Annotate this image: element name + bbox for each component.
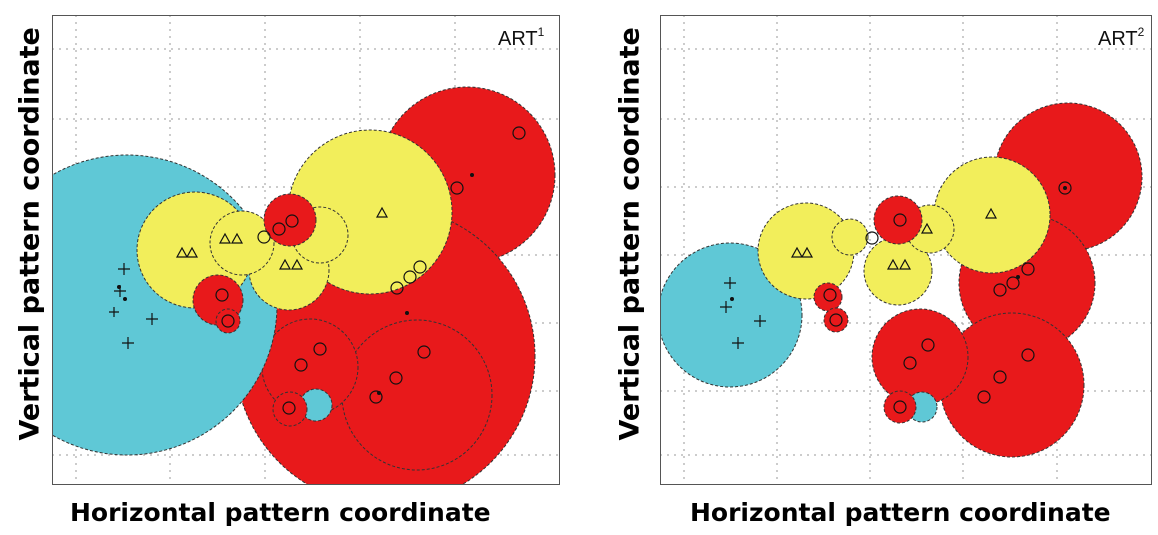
plot-frame bbox=[52, 15, 560, 485]
cluster-red bbox=[813, 282, 843, 312]
panel-tag: ART2 bbox=[1098, 25, 1145, 50]
panel-art1: Vertical pattern coordinate bbox=[14, 15, 560, 527]
cluster-red bbox=[215, 308, 241, 334]
y-axis-label: Vertical pattern coordinate bbox=[614, 27, 646, 441]
panel-art2: Vertical pattern coordinate bbox=[600, 0, 1158, 535]
cluster-red bbox=[341, 319, 493, 471]
cluster-red bbox=[263, 193, 317, 247]
cluster-red bbox=[823, 307, 849, 333]
x-axis-label: Horizontal pattern coordinate bbox=[690, 498, 1111, 527]
y-axis-label: Vertical pattern coordinate bbox=[14, 27, 46, 441]
cluster-yellow bbox=[831, 218, 869, 256]
pattern-markers bbox=[109, 126, 526, 415]
plot-art1: ART1 bbox=[52, 15, 560, 485]
panel-tag: ART1 bbox=[498, 25, 545, 50]
pattern-markers bbox=[720, 181, 1072, 414]
plot-art2: ART2 bbox=[660, 15, 1152, 485]
cluster-red bbox=[871, 308, 969, 406]
cluster-cyan bbox=[299, 388, 333, 422]
cluster-red bbox=[272, 391, 308, 427]
x-axis-label: Horizontal pattern coordinate bbox=[70, 498, 491, 527]
plot-frame bbox=[660, 15, 1152, 485]
cluster-yellow bbox=[933, 156, 1051, 274]
cluster-red bbox=[873, 195, 923, 245]
cluster-red bbox=[883, 390, 917, 424]
cluster-yellow bbox=[863, 236, 933, 306]
